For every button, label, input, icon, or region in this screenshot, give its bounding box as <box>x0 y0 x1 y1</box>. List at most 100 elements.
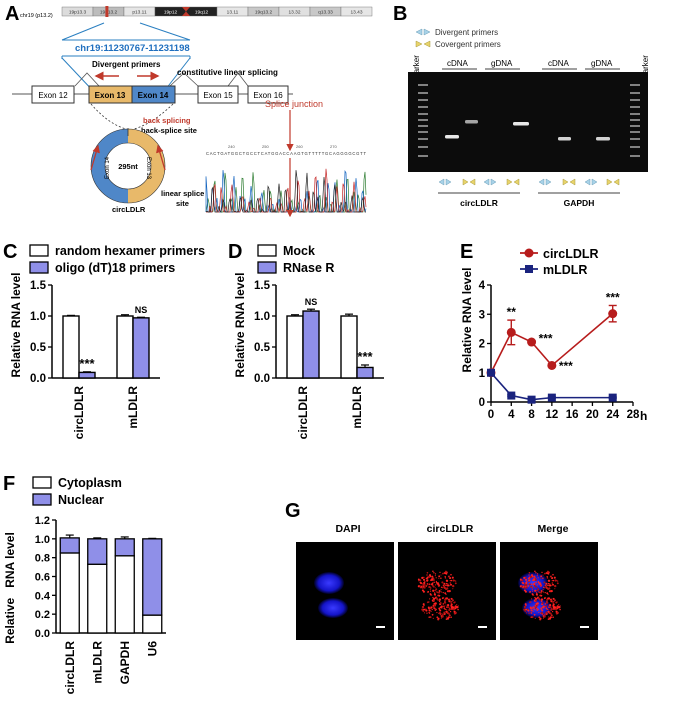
fish-dot <box>540 577 542 579</box>
fish-dot <box>532 587 534 589</box>
fish-dot <box>432 596 434 599</box>
fish-dot <box>423 608 425 611</box>
fish-dot <box>542 615 545 617</box>
fish-dot <box>439 613 441 615</box>
data-point <box>547 393 556 402</box>
fish-dot <box>450 602 452 604</box>
fish-dot <box>528 572 530 574</box>
fish-dot <box>540 595 542 598</box>
fish-dot <box>457 605 459 607</box>
bar <box>286 315 304 379</box>
svg-text:cDNA: cDNA <box>447 59 469 68</box>
svg-text:240: 240 <box>228 144 235 149</box>
fish-dot <box>452 599 454 601</box>
divergent-primer-icon <box>483 178 490 186</box>
stacked-bar-segment <box>114 555 135 634</box>
fish-dot <box>450 606 454 609</box>
chart-f: 0.0 0.2 0.4 0.6 0.8 1.0 1.2 circLDLR mLDLR GAPDH U… <box>35 515 166 694</box>
fish-dot <box>554 584 557 588</box>
stacked-bar-segment <box>87 538 108 565</box>
y-tick-label: 3 <box>479 309 485 321</box>
fish-dot <box>442 605 444 607</box>
fish-dot <box>432 585 435 588</box>
fish-dot <box>536 609 538 611</box>
fish-dot <box>441 615 444 618</box>
fish-dot <box>541 604 543 606</box>
fish-dot <box>444 576 446 578</box>
legend-cytoplasm: Cytoplasm <box>58 476 122 490</box>
fish-dot <box>430 610 432 612</box>
circ-name-label: circLDLR <box>112 205 146 214</box>
fish-dot <box>543 581 546 584</box>
fish-dot <box>549 612 552 615</box>
fish-dot <box>547 584 549 587</box>
fish-dot <box>536 573 539 575</box>
chromosome-ideogram: 19p13.3 19p13.2 p13.11 19p12 19q12 13.11 19q13… <box>61 6 373 17</box>
bar <box>302 310 320 379</box>
fish-dot <box>554 599 556 601</box>
fish-dot <box>534 596 536 599</box>
fish-dot <box>525 608 527 611</box>
fish-dot <box>451 601 453 603</box>
fish-dot <box>439 604 441 606</box>
y-axis-label-d: Relative RNA level <box>233 273 247 378</box>
data-point <box>608 393 617 402</box>
svg-text:Exon 15: Exon 15 <box>203 91 233 100</box>
fish-dot <box>544 591 546 594</box>
fish-dot <box>533 575 536 578</box>
y-tick-label: 1.0 <box>35 534 50 546</box>
fish-dot <box>540 607 542 609</box>
back-splicing-label: back splicing <box>143 116 191 125</box>
fish-dot <box>550 590 553 593</box>
chart-d: 0.0 0.5 1.0 1.5 circLDLR mLDLR NS *** <box>254 280 384 439</box>
fish-dot <box>537 577 539 579</box>
fish-dot <box>553 608 555 610</box>
sanger-chromatogram <box>205 168 367 214</box>
fish-dot <box>553 599 555 601</box>
fish-dot <box>448 590 451 593</box>
ladder-band <box>418 155 428 157</box>
fish-dot <box>448 575 450 577</box>
y-tick-label: 1.0 <box>30 311 46 323</box>
y-axis-label-c: Relative RNA level <box>9 273 23 378</box>
y-tick-label: 0.0 <box>254 373 270 385</box>
fish-dot <box>540 598 544 601</box>
fish-dot <box>545 611 548 614</box>
y-tick-label: 1.5 <box>254 280 271 292</box>
fish-dot <box>534 585 537 588</box>
fish-dot <box>539 617 542 620</box>
merge-signal-dots <box>519 570 561 621</box>
fish-dot <box>546 572 549 575</box>
fish-dot <box>545 605 548 608</box>
exon-14 <box>131 85 176 104</box>
fish-dot <box>546 598 549 601</box>
fish-dot <box>532 590 534 592</box>
fish-dot <box>439 609 442 612</box>
fish-dot <box>548 606 550 608</box>
fish-dot <box>530 601 532 603</box>
fish-dot <box>445 579 449 582</box>
fish-dot <box>548 571 550 574</box>
fish-dot <box>528 574 530 576</box>
fish-dot <box>443 605 446 608</box>
fish-dot <box>535 599 537 602</box>
fish-dot <box>540 590 543 592</box>
fish-dot <box>434 575 436 577</box>
fish-dot <box>549 611 551 613</box>
legend-nuclear: Nuclear <box>58 493 104 507</box>
fish-dot <box>530 612 533 614</box>
stacked-bar-segment <box>59 552 80 634</box>
fish-dot <box>542 574 544 576</box>
chrom-band-label: 19p12 <box>164 10 178 16</box>
fish-dot <box>552 579 555 582</box>
fish-dot <box>541 571 543 574</box>
fish-dot <box>538 612 540 614</box>
significance-label: *** <box>79 356 95 371</box>
fish-dot <box>542 586 545 588</box>
gel-band <box>596 137 610 141</box>
fish-dot <box>436 591 438 593</box>
fish-dot <box>523 605 527 609</box>
fish-dot <box>441 581 444 584</box>
fish-dot <box>443 601 447 604</box>
fish-dot <box>528 601 531 604</box>
